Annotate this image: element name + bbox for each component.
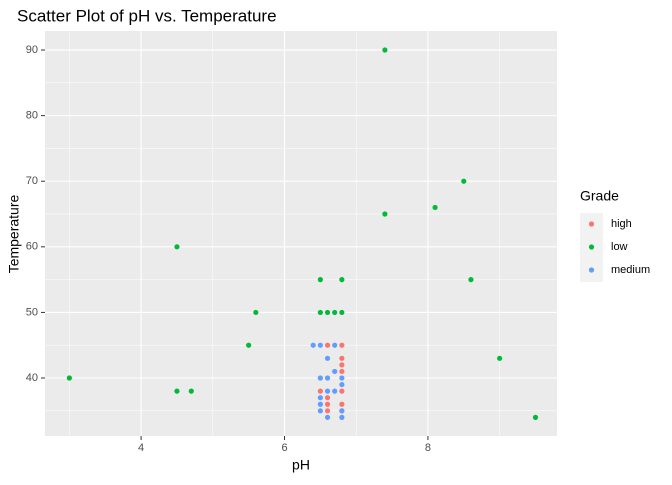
- x-tick-label: 6: [281, 442, 287, 454]
- scatter-point: [332, 342, 338, 348]
- scatter-point: [382, 211, 388, 217]
- y-axis-label: Temperature: [6, 194, 22, 273]
- scatter-point: [246, 342, 252, 348]
- x-tick-label: 4: [138, 442, 144, 454]
- y-tick-label: 80: [26, 110, 38, 122]
- scatter-point: [532, 414, 539, 420]
- scatter-point: [174, 388, 180, 394]
- scatter-point: [339, 309, 345, 316]
- scatter-point: [324, 342, 331, 348]
- legend-marker: [588, 221, 595, 227]
- scatter-point: [310, 342, 316, 348]
- scatter-point: [324, 401, 331, 407]
- scatter-point: [339, 375, 345, 381]
- scatter-point: [468, 277, 474, 283]
- plot-panel: [45, 31, 557, 436]
- legend-label: medium: [611, 264, 650, 276]
- x-tick-label: 8: [425, 442, 431, 454]
- scatter-point: [339, 355, 345, 361]
- scatter-point: [324, 395, 331, 401]
- scatter-point: [324, 375, 331, 381]
- scatter-point: [339, 388, 345, 394]
- scatter-point: [317, 277, 323, 283]
- scatter-point: [339, 342, 345, 348]
- scatter-point: [339, 362, 345, 368]
- scatter-point: [317, 309, 323, 316]
- y-tick-label: 60: [26, 241, 38, 253]
- scatter-point: [332, 309, 338, 316]
- scatter-point: [66, 375, 72, 381]
- scatter-point: [317, 375, 323, 381]
- legend-marker: [588, 267, 595, 273]
- scatter-point: [432, 204, 438, 211]
- y-tick-label: 90: [26, 44, 38, 56]
- scatter-point: [317, 395, 323, 401]
- y-tick-label: 40: [26, 372, 38, 384]
- scatter-point: [339, 408, 345, 414]
- scatter-point: [174, 244, 180, 250]
- scatter-point: [324, 309, 331, 316]
- scatter-point: [339, 401, 345, 407]
- chart-title: Scatter Plot of pH vs. Temperature: [17, 6, 277, 25]
- scatter-point: [317, 408, 323, 414]
- scatter-point: [324, 355, 331, 361]
- y-tick-label: 70: [26, 175, 38, 187]
- scatter-point: [461, 178, 467, 184]
- scatter-point: [339, 368, 345, 375]
- scatter-point: [339, 414, 345, 420]
- scatter-point: [324, 408, 331, 414]
- scatter-point: [382, 47, 388, 53]
- scatter-point: [324, 414, 331, 420]
- legend-marker: [588, 244, 595, 250]
- legend-title: Grade: [580, 188, 619, 204]
- scatter-point: [317, 401, 323, 407]
- scatter-point: [332, 368, 338, 375]
- scatter-point: [324, 388, 331, 394]
- scatter-point: [339, 381, 345, 388]
- scatter-point: [497, 355, 503, 361]
- x-axis-label: pH: [292, 457, 310, 473]
- scatter-point: [188, 388, 194, 394]
- y-tick-label: 50: [26, 306, 38, 318]
- scatter-point: [317, 388, 323, 394]
- scatter-point: [339, 277, 345, 283]
- legend-label: high: [611, 218, 632, 230]
- legend-label: low: [611, 241, 628, 253]
- scatter-point: [317, 342, 323, 348]
- scatter-point: [332, 388, 338, 394]
- scatter-point: [253, 309, 259, 316]
